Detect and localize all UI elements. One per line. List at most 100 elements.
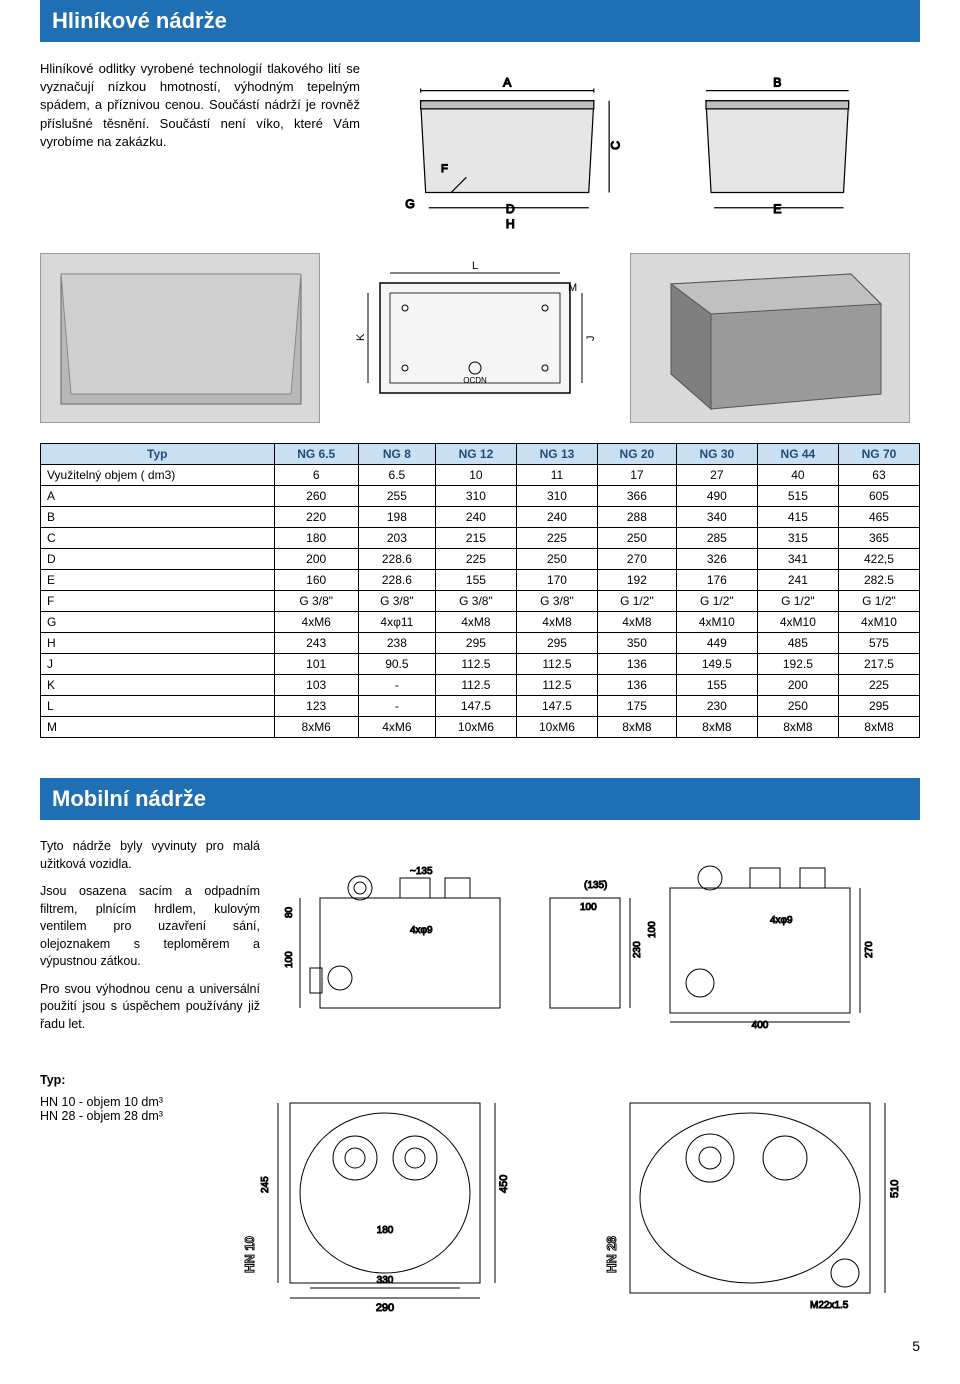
- spec-header-cell: NG 6.5: [274, 444, 358, 465]
- svg-text:G: G: [405, 197, 415, 211]
- table-cell: G 3/8": [516, 591, 597, 612]
- spec-header-cell: Typ: [41, 444, 275, 465]
- svg-text:L: L: [472, 260, 478, 272]
- table-cell: 176: [676, 570, 757, 591]
- section2-p2: Jsou osazena sacím a odpadním filtrem, p…: [40, 883, 260, 971]
- table-cell: 4xM8: [516, 612, 597, 633]
- table-cell: 149.5: [676, 654, 757, 675]
- table-cell: G 1/2": [676, 591, 757, 612]
- table-cell: H: [41, 633, 275, 654]
- table-cell: G: [41, 612, 275, 633]
- table-cell: 200: [757, 675, 838, 696]
- spec-header-cell: NG 44: [757, 444, 838, 465]
- table-cell: 240: [435, 507, 516, 528]
- table-cell: D: [41, 549, 275, 570]
- table-cell: 605: [838, 486, 919, 507]
- svg-text:80: 80: [284, 907, 295, 919]
- table-cell: G 3/8": [358, 591, 435, 612]
- table-cell: 250: [597, 528, 676, 549]
- table-cell: 315: [757, 528, 838, 549]
- table-row: H243238295295350449485575: [41, 633, 920, 654]
- table-cell: 8xM8: [597, 717, 676, 738]
- table-row: B220198240240288340415465: [41, 507, 920, 528]
- table-cell: 225: [435, 549, 516, 570]
- table-row: FG 3/8"G 3/8"G 3/8"G 3/8"G 1/2"G 1/2"G 1…: [41, 591, 920, 612]
- table-cell: C: [41, 528, 275, 549]
- table-cell: 112.5: [516, 675, 597, 696]
- svg-text:F: F: [441, 163, 448, 175]
- typ-text: Typ: HN 10 - objem 10 dm³ HN 28 - objem …: [40, 1073, 220, 1123]
- table-row: D200228.6225250270326341422,5: [41, 549, 920, 570]
- table-cell: 285: [676, 528, 757, 549]
- svg-text:B: B: [773, 75, 781, 89]
- table-cell: 225: [838, 675, 919, 696]
- svg-text:290: 290: [376, 1302, 394, 1313]
- table-cell: 170: [516, 570, 597, 591]
- typ-item1: HN 10 - objem 10 dm³: [40, 1095, 220, 1109]
- table-cell: 350: [597, 633, 676, 654]
- svg-text:330: 330: [377, 1275, 394, 1286]
- section1-title: Hliníkové nádrže: [40, 0, 920, 42]
- table-cell: 422,5: [838, 549, 919, 570]
- table-row: J10190.5112.5112.5136149.5192.5217.5: [41, 654, 920, 675]
- top-diagrams: A C D H F G: [390, 60, 920, 233]
- table-cell: 230: [676, 696, 757, 717]
- table-cell: 8xM6: [274, 717, 358, 738]
- table-cell: 255: [358, 486, 435, 507]
- table-cell: F: [41, 591, 275, 612]
- table-cell: G 3/8": [435, 591, 516, 612]
- table-row: K103-112.5112.5136155200225: [41, 675, 920, 696]
- table-cell: 310: [516, 486, 597, 507]
- typ-label: Typ:: [40, 1073, 220, 1087]
- table-cell: 282.5: [838, 570, 919, 591]
- table-cell: 260: [274, 486, 358, 507]
- table-cell: 250: [757, 696, 838, 717]
- table-cell: 310: [435, 486, 516, 507]
- table-cell: 4xM6: [358, 717, 435, 738]
- svg-text:HN 28: HN 28: [604, 1236, 619, 1273]
- table-cell: 27: [676, 465, 757, 486]
- svg-text:D: D: [506, 202, 515, 216]
- table-cell: G 1/2": [838, 591, 919, 612]
- table-cell: J: [41, 654, 275, 675]
- svg-text:OCDN: OCDN: [463, 376, 487, 385]
- svg-text:M22x1.5: M22x1.5: [810, 1300, 849, 1311]
- table-cell: 220: [274, 507, 358, 528]
- table-cell: A: [41, 486, 275, 507]
- section2-title: Mobilní nádrže: [40, 778, 920, 820]
- table-cell: 112.5: [435, 654, 516, 675]
- svg-text:C: C: [608, 141, 622, 150]
- spec-header-cell: NG 30: [676, 444, 757, 465]
- spec-header-cell: NG 12: [435, 444, 516, 465]
- table-cell: 4xM8: [597, 612, 676, 633]
- table-cell: G 1/2": [757, 591, 838, 612]
- table-cell: 485: [757, 633, 838, 654]
- table-cell: L: [41, 696, 275, 717]
- table-cell: 4xM10: [676, 612, 757, 633]
- table-cell: 4xM10: [757, 612, 838, 633]
- table-cell: 112.5: [516, 654, 597, 675]
- table-cell: 10: [435, 465, 516, 486]
- photo-right: [630, 253, 910, 423]
- table-cell: 11: [516, 465, 597, 486]
- table-cell: 103: [274, 675, 358, 696]
- table-cell: 4xφ11: [358, 612, 435, 633]
- table-cell: 288: [597, 507, 676, 528]
- table-cell: 415: [757, 507, 838, 528]
- table-cell: 225: [516, 528, 597, 549]
- svg-text:(135): (135): [584, 880, 607, 891]
- table-cell: 40: [757, 465, 838, 486]
- table-cell: 17: [597, 465, 676, 486]
- photo-row: OCDN L M K J: [40, 253, 920, 423]
- svg-text:180: 180: [377, 1225, 394, 1236]
- table-cell: 6.5: [358, 465, 435, 486]
- table-cell: 10xM6: [516, 717, 597, 738]
- table-cell: 198: [358, 507, 435, 528]
- table-cell: 228.6: [358, 549, 435, 570]
- table-cell: 215: [435, 528, 516, 549]
- top-diagram-svg: A C D H F G: [390, 60, 920, 233]
- table-cell: 175: [597, 696, 676, 717]
- table-cell: -: [358, 696, 435, 717]
- table-row: L123-147.5147.5175230250295: [41, 696, 920, 717]
- table-cell: 192.5: [757, 654, 838, 675]
